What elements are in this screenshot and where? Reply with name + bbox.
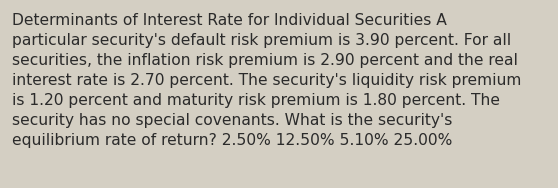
Text: Determinants of Interest Rate for Individual Securities A
particular security's : Determinants of Interest Rate for Indivi… <box>12 13 521 148</box>
